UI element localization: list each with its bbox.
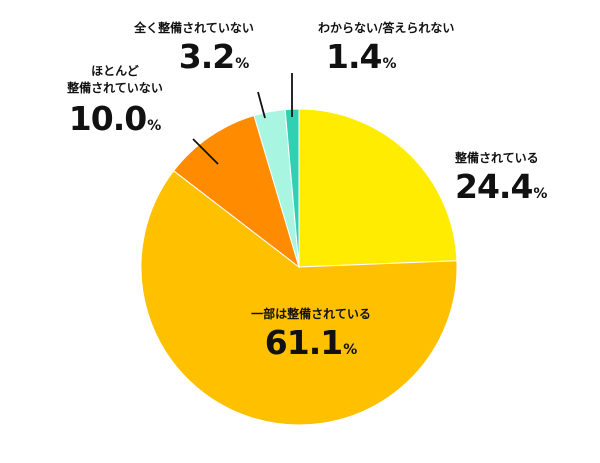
- pie-slices: [140, 108, 458, 426]
- slice-label-rarely: ほとんど 整備されていない 10.0%: [40, 63, 190, 146]
- percent-unit: %: [343, 342, 358, 358]
- leader-lines: [192, 73, 293, 165]
- slice-label-unknown: わからない/答えられない 1.4%: [318, 20, 454, 84]
- percent-unit: %: [147, 118, 162, 134]
- percent-value: 1.4: [326, 37, 382, 76]
- slice-label-partially: 一部は整備されている 61.1%: [236, 306, 386, 370]
- category-label: 全く整備されていない: [134, 21, 254, 35]
- category-label: わからない/答えられない: [318, 21, 455, 35]
- percent-unit: %: [533, 186, 548, 202]
- slice-label-organized: 整備されている 24.4%: [455, 150, 547, 214]
- percent-value: 61.1: [264, 323, 343, 362]
- percent-value: 10.0: [68, 99, 147, 138]
- percent-value: 24.4: [455, 167, 533, 206]
- leader-line-rarely: [192, 138, 219, 165]
- percent-value: 3.2: [178, 37, 235, 76]
- category-label: ほとんど 整備されていない: [67, 64, 163, 95]
- leader-line-not-at-all: [257, 91, 266, 119]
- percent-unit: %: [235, 56, 250, 72]
- pie-slice-organized: [298, 108, 458, 268]
- category-label: 一部は整備されている: [251, 307, 371, 321]
- category-label: 整備されている: [455, 151, 539, 165]
- slice-label-not-at-all: 全く整備されていない 3.2%: [104, 20, 284, 84]
- percent-unit: %: [382, 56, 397, 72]
- pie-slice-partially: [140, 170, 458, 426]
- pie-slice-rarely: [172, 114, 300, 269]
